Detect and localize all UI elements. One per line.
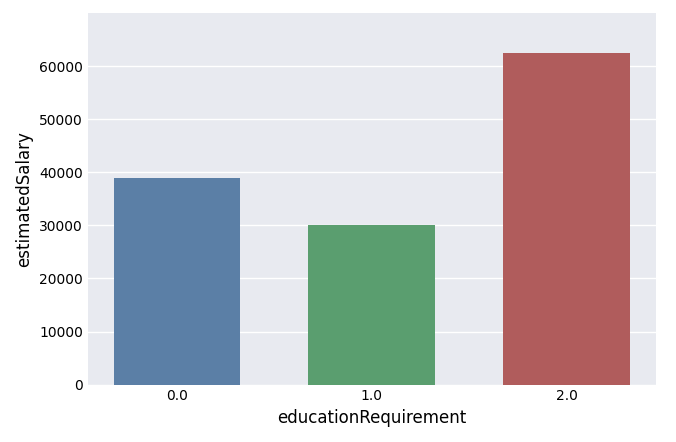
Bar [308, 225, 435, 385]
Y-axis label: estimatedSalary: estimatedSalary [16, 131, 34, 267]
X-axis label: educationRequirement: educationRequirement [277, 409, 466, 427]
Bar [114, 178, 240, 385]
Bar [504, 53, 630, 385]
